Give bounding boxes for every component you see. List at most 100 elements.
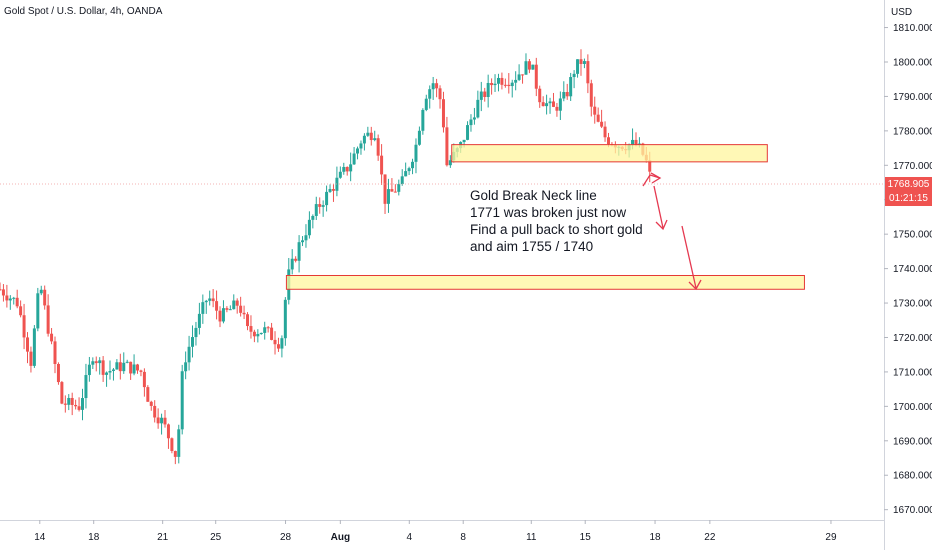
candle-body xyxy=(321,205,325,207)
candle-body xyxy=(414,144,418,162)
candle-body xyxy=(407,168,411,172)
candle-body xyxy=(180,371,184,430)
candle-body xyxy=(527,61,531,70)
candle-body xyxy=(211,298,215,302)
candle-body xyxy=(215,301,219,311)
candle-body xyxy=(39,289,43,294)
y-tick-label: 1800.000 xyxy=(893,57,932,68)
candle-body xyxy=(586,61,590,84)
candle-body xyxy=(36,293,40,329)
candle-body xyxy=(46,305,50,334)
candle-body xyxy=(187,346,191,363)
candle-body xyxy=(111,369,115,371)
x-tick-label: 22 xyxy=(704,532,716,543)
candle-body xyxy=(545,103,549,107)
zones-group xyxy=(285,144,805,290)
time-axis[interactable]: 14 18 21 25 28 Aug 4 8 11 15 18 22 29 xyxy=(34,520,837,543)
candle-body xyxy=(538,88,542,103)
candle-body xyxy=(373,138,377,141)
candle-body xyxy=(411,161,415,169)
candle-body xyxy=(507,84,511,87)
candle-body xyxy=(631,139,635,145)
candle-body xyxy=(204,300,208,303)
y-tick-label: 1770.000 xyxy=(893,161,932,172)
x-tick-label: 21 xyxy=(157,532,169,543)
candle-body xyxy=(606,137,610,145)
candle-body xyxy=(259,332,263,335)
candle-body xyxy=(441,99,445,128)
candle-body xyxy=(53,341,57,364)
candle-body xyxy=(476,99,480,118)
candle-body xyxy=(572,73,576,78)
candle-body xyxy=(221,308,225,322)
candle-body xyxy=(438,88,442,100)
candle-body xyxy=(421,109,425,131)
candle-body xyxy=(98,360,102,364)
price-axis[interactable]: 1670.000 1680.000 1690.000 1700.000 1710.000… xyxy=(884,23,932,516)
candle-body xyxy=(325,191,329,206)
candle-body xyxy=(194,327,198,338)
price-zone[interactable] xyxy=(285,274,805,290)
x-tick-label: 28 xyxy=(280,532,292,543)
candle-body xyxy=(256,334,260,337)
candle-body xyxy=(562,92,566,99)
candle-body xyxy=(132,364,136,374)
y-tick-label: 1740.000 xyxy=(893,264,932,275)
candle-body xyxy=(70,397,74,405)
candle-body xyxy=(184,362,188,372)
candle-body xyxy=(280,338,284,349)
candle-body xyxy=(146,387,150,402)
price-zone[interactable] xyxy=(451,144,768,163)
candle-body xyxy=(362,135,366,144)
candle-body xyxy=(486,82,490,98)
candle-body xyxy=(359,143,363,149)
candle-body xyxy=(15,297,19,307)
candle-body xyxy=(22,315,26,338)
candle-body xyxy=(534,64,538,89)
candle-body xyxy=(466,125,470,140)
candle-body xyxy=(521,74,525,76)
candle-body xyxy=(149,401,153,406)
candle-body xyxy=(77,406,81,410)
candle-body xyxy=(314,204,318,216)
candle-body xyxy=(383,174,387,204)
candle-body xyxy=(101,360,105,375)
candles-group xyxy=(0,49,652,465)
annotation-line: Find a pull back to short gold xyxy=(470,222,643,237)
candle-body xyxy=(156,417,160,424)
candle-body xyxy=(239,305,243,313)
candle-body xyxy=(496,77,500,84)
y-tick-label: 1700.000 xyxy=(893,402,932,413)
current-price-badge: 1768.905 xyxy=(885,177,932,192)
candle-body xyxy=(197,313,201,328)
candle-body xyxy=(352,153,356,165)
candle-body xyxy=(483,91,487,98)
x-tick-label: Aug xyxy=(331,532,350,543)
candle-body xyxy=(345,166,349,172)
candle-body xyxy=(32,328,36,366)
candle-body xyxy=(283,299,287,339)
candle-body xyxy=(393,191,397,193)
candle-body xyxy=(311,215,315,220)
x-tick-label: 25 xyxy=(210,532,222,543)
candle-body xyxy=(8,298,12,301)
candle-body xyxy=(445,127,449,166)
candle-body xyxy=(600,121,604,127)
candle-body xyxy=(448,160,452,166)
candle-body xyxy=(173,451,177,457)
candle-body xyxy=(81,398,85,410)
candle-body xyxy=(301,240,305,243)
candle-body xyxy=(307,219,311,236)
candle-body xyxy=(84,375,88,399)
candle-body xyxy=(170,438,174,452)
candle-body xyxy=(479,91,483,100)
candle-body xyxy=(273,339,277,345)
candle-body xyxy=(397,184,401,192)
candle-body xyxy=(263,327,267,333)
candle-body xyxy=(108,370,112,373)
y-tick-label: 1730.000 xyxy=(893,299,932,310)
y-tick-label: 1670.000 xyxy=(893,505,932,516)
candle-body xyxy=(331,189,335,191)
candle-body xyxy=(428,89,432,99)
